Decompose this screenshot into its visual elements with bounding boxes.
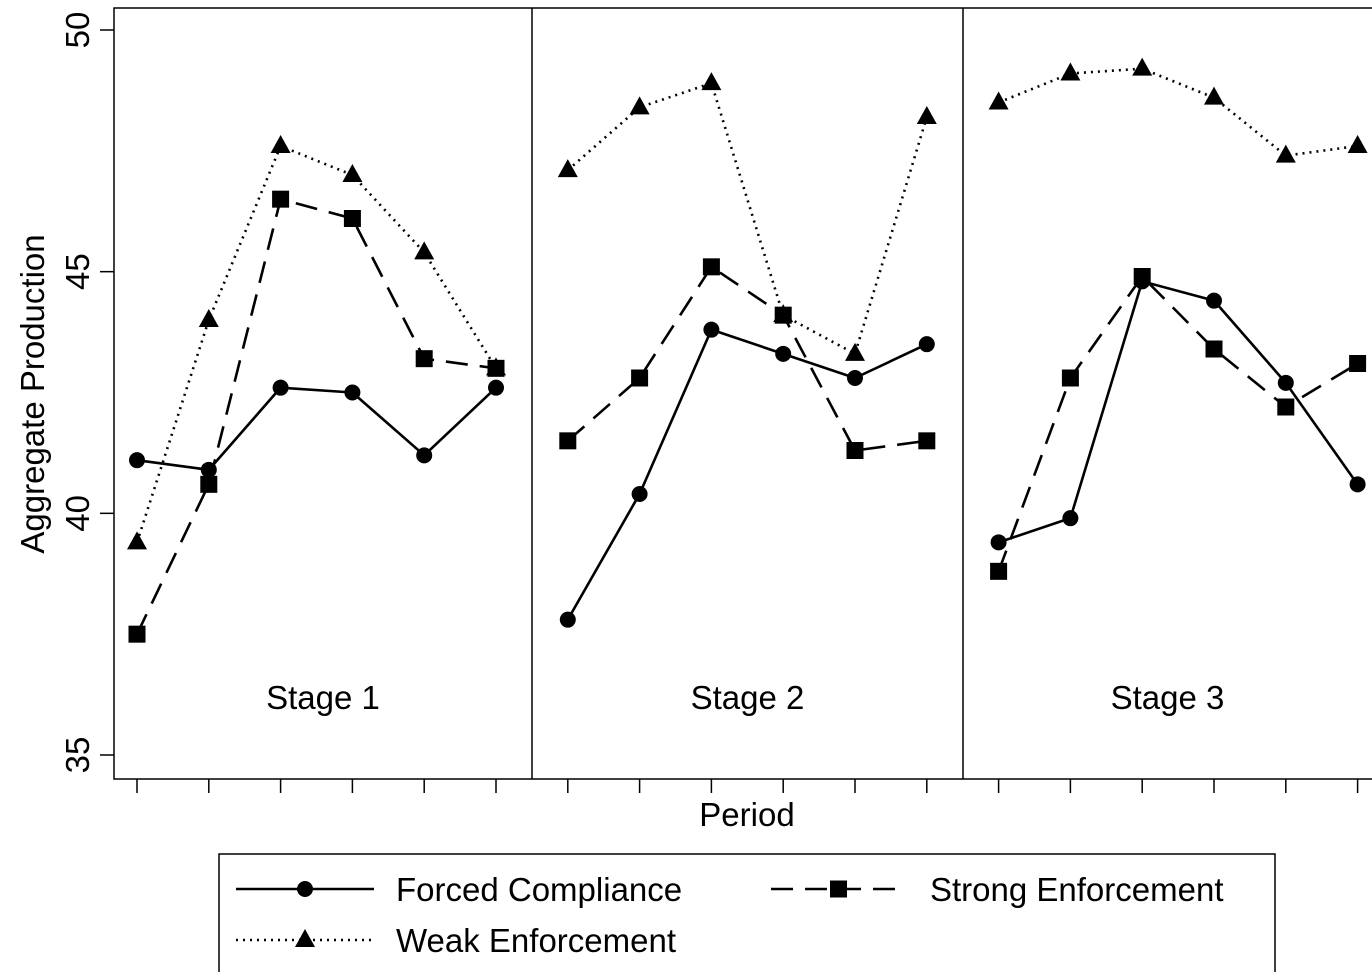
stage-labels: Stage 1 Stage 2 Stage 3 [266,679,1224,716]
y-tick-label: 35 [59,737,96,774]
y-tick-label: 50 [59,12,96,49]
legend-marker [297,881,313,897]
stage-label: Stage 2 [691,679,805,716]
point-weak-enforcement [629,96,650,115]
point-weak-enforcement [1132,57,1153,76]
point-strong-enforcement [1349,355,1367,372]
series-line-forced-compliance [136,386,497,472]
point-forced-compliance [488,379,504,396]
point-weak-enforcement [1275,144,1296,163]
series-line-strong-enforcement [566,265,927,452]
stage-label: Stage 3 [1111,679,1225,716]
point-weak-enforcement [270,135,291,153]
point-strong-enforcement [343,210,361,227]
point-strong-enforcement [1277,398,1295,416]
point-weak-enforcement [198,309,219,327]
y-axis: 35 40 45 50 [59,12,114,774]
point-forced-compliance [847,370,863,386]
point-forced-compliance [416,447,433,464]
series-line-forced-compliance [998,280,1359,544]
point-forced-compliance [703,321,720,338]
point-strong-enforcement [1205,340,1223,358]
legend: Forced Compliance Strong Enforcement Weak … [218,853,1276,972]
point-weak-enforcement [988,91,1009,110]
series-line-weak-enforcement [998,67,1358,157]
point-strong-enforcement [200,475,218,493]
stage-panel-3 [988,57,1368,580]
plot-border [113,7,1372,780]
legend-label: Forced Compliance [396,871,682,908]
point-strong-enforcement [1133,268,1151,285]
stage-panel-1 [127,135,506,643]
point-forced-compliance [631,486,648,502]
x-axis-title: Period [699,796,794,833]
legend-entry-strong-enforcement: Strong Enforcement [771,871,1224,908]
point-forced-compliance [272,379,289,396]
y-tick-label: 40 [59,495,96,532]
legend-label: Weak Enforcement [396,922,676,959]
legend-entry-forced-compliance: Forced Compliance [236,871,682,908]
stage-label: Stage 1 [266,679,380,716]
legend-marker [830,880,847,898]
point-weak-enforcement [414,241,435,260]
point-weak-enforcement [773,304,794,323]
series-line-strong-enforcement [997,275,1359,572]
point-weak-enforcement [1347,135,1368,153]
stage-panel-2 [557,72,937,628]
point-strong-enforcement [1061,369,1079,387]
point-weak-enforcement [127,531,147,550]
point-forced-compliance [990,534,1007,551]
point-strong-enforcement [990,562,1008,580]
point-strong-enforcement [702,258,720,276]
point-strong-enforcement [559,432,577,450]
y-tick-label: 45 [59,253,96,290]
point-forced-compliance [1349,476,1366,493]
point-weak-enforcement [916,106,937,124]
legend-label: Strong Enforcement [930,871,1224,908]
point-forced-compliance [129,452,145,469]
point-weak-enforcement [557,159,578,178]
point-forced-compliance [918,336,935,353]
point-strong-enforcement [272,190,290,208]
point-forced-compliance [559,611,576,628]
series-line-strong-enforcement [135,197,497,635]
point-forced-compliance [775,345,792,362]
legend-marker [295,929,315,947]
point-strong-enforcement [918,432,936,450]
series-line-forced-compliance [566,328,928,621]
point-weak-enforcement [342,164,363,182]
point-weak-enforcement [486,357,506,376]
legend-box [218,853,1276,972]
legend-entry-weak-enforcement: Weak Enforcement [236,922,676,959]
point-forced-compliance [1062,510,1079,527]
x-axis [136,779,1359,793]
point-strong-enforcement [415,350,433,368]
point-forced-compliance [344,384,361,401]
point-forced-compliance [1206,292,1222,309]
series-layer [127,57,1368,643]
point-strong-enforcement [846,442,864,459]
point-weak-enforcement [845,342,865,361]
point-forced-compliance [1277,374,1294,391]
point-strong-enforcement [631,369,649,387]
y-axis-title: Aggregate Production [14,234,51,553]
point-weak-enforcement [1060,62,1081,81]
point-weak-enforcement [701,72,722,91]
point-weak-enforcement [1204,86,1224,105]
point-strong-enforcement [128,625,146,643]
plot-frame [113,7,1372,780]
